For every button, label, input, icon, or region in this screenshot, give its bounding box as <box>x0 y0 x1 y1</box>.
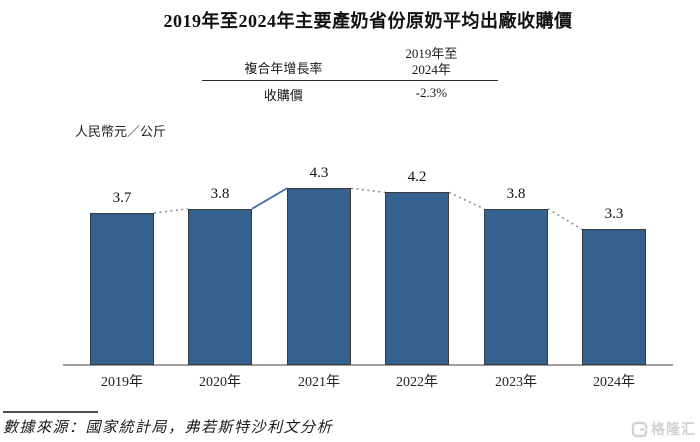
x-axis-label: 2019年 <box>101 375 143 390</box>
bar <box>287 188 351 365</box>
source-note: 數據來源：國家統計局，弗若斯特沙利文分析 <box>3 420 334 436</box>
trend-segment <box>547 208 583 231</box>
period-header-line1: 2019年至 <box>405 46 458 61</box>
row-label-cell: 收購價 <box>263 88 303 104</box>
bar <box>582 229 646 365</box>
bar <box>188 208 252 365</box>
period-header-line2: 2024年 <box>411 61 451 77</box>
y-axis-unit-label: 人民幣元／公斤 <box>75 124 167 139</box>
source-divider-rule <box>3 411 98 413</box>
gelonghui-watermark: 格隆汇 <box>631 419 696 439</box>
trend-segment <box>448 191 485 210</box>
metric-header-cell: 複合年增長率 <box>244 61 323 77</box>
bar-value-label: 4.2 <box>407 169 427 186</box>
x-axis-label: 2022年 <box>396 375 438 390</box>
bar-value-label: 3.7 <box>112 189 132 206</box>
x-axis-line <box>63 364 673 366</box>
summary-table-header-row: 複合年增長率 2019年至 2024年 <box>202 46 498 82</box>
bar <box>90 212 154 365</box>
bar <box>385 192 449 365</box>
bar-value-label: 3.8 <box>210 185 230 202</box>
bar <box>484 208 548 365</box>
chart-title: 2019年至2024年主要產奶省份原奶平均出廠收購價 <box>163 11 573 31</box>
cagr-summary-table: 複合年增長率 2019年至 2024年 收購價 -2.3% <box>202 46 498 104</box>
watermark-text: 格隆汇 <box>651 421 696 437</box>
period-header-cell: 2019年至 2024年 <box>365 46 498 77</box>
row-value-cell: -2.3% <box>415 85 448 101</box>
x-axis-label: 2021年 <box>298 375 340 390</box>
trend-segment <box>153 208 189 214</box>
x-axis-label: 2024年 <box>593 375 635 390</box>
bar-value-label: 3.8 <box>506 185 526 202</box>
summary-table-data-row: 收購價 -2.3% <box>202 81 498 104</box>
trend-segment <box>251 187 288 210</box>
gelonghui-logo-icon <box>631 421 648 437</box>
bar-value-label: 3.3 <box>604 206 624 223</box>
x-axis-label: 2020年 <box>199 375 241 390</box>
bar-value-label: 4.3 <box>309 165 329 182</box>
x-axis-label: 2023年 <box>495 375 537 390</box>
trend-segment <box>350 187 386 194</box>
